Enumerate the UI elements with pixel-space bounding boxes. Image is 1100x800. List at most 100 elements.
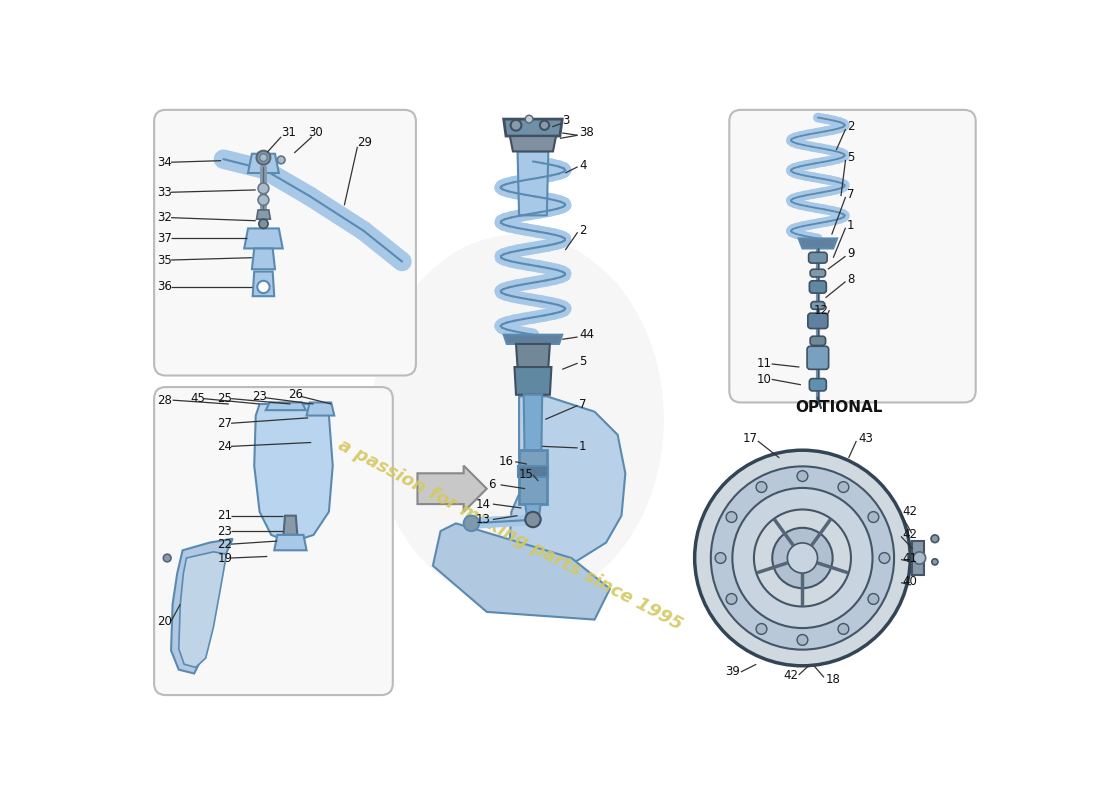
- Text: 25: 25: [218, 392, 232, 405]
- Circle shape: [510, 120, 521, 130]
- Circle shape: [788, 543, 817, 573]
- Circle shape: [913, 552, 926, 564]
- Ellipse shape: [371, 234, 663, 604]
- Polygon shape: [524, 394, 542, 450]
- FancyBboxPatch shape: [807, 313, 828, 329]
- Circle shape: [879, 553, 890, 563]
- Polygon shape: [515, 367, 551, 394]
- Circle shape: [931, 535, 938, 542]
- Polygon shape: [418, 466, 486, 512]
- Text: 11: 11: [757, 358, 771, 370]
- Circle shape: [798, 470, 807, 482]
- Text: 8: 8: [847, 273, 855, 286]
- Polygon shape: [254, 404, 332, 542]
- FancyBboxPatch shape: [810, 378, 826, 391]
- Text: 13: 13: [475, 513, 491, 526]
- Text: 23: 23: [252, 390, 267, 403]
- Text: 24: 24: [218, 440, 232, 453]
- Circle shape: [260, 154, 267, 162]
- Circle shape: [258, 183, 268, 194]
- Text: 26: 26: [288, 388, 304, 402]
- Polygon shape: [504, 119, 562, 136]
- Circle shape: [163, 554, 170, 562]
- Text: 33: 33: [157, 186, 172, 198]
- Polygon shape: [256, 210, 271, 219]
- Polygon shape: [519, 450, 547, 504]
- Polygon shape: [517, 466, 548, 477]
- Text: 44: 44: [580, 328, 594, 341]
- Circle shape: [540, 121, 549, 130]
- Text: 5: 5: [580, 355, 586, 368]
- FancyBboxPatch shape: [811, 302, 825, 310]
- Text: a passion for making parts since 1995: a passion for making parts since 1995: [334, 436, 685, 634]
- Text: 10: 10: [757, 373, 771, 386]
- Text: 45: 45: [190, 392, 206, 405]
- FancyBboxPatch shape: [154, 110, 416, 375]
- Text: 12: 12: [814, 303, 829, 317]
- Polygon shape: [433, 523, 609, 619]
- Polygon shape: [799, 238, 837, 249]
- Text: 32: 32: [157, 211, 172, 224]
- Polygon shape: [249, 154, 279, 173]
- Text: 18: 18: [825, 673, 840, 686]
- Circle shape: [726, 594, 737, 604]
- Polygon shape: [252, 249, 275, 270]
- Text: 5: 5: [847, 151, 855, 164]
- Text: 3: 3: [562, 114, 570, 127]
- Polygon shape: [253, 271, 274, 296]
- Text: 19: 19: [218, 551, 232, 565]
- Text: 30: 30: [308, 126, 323, 138]
- Text: 41: 41: [902, 551, 917, 565]
- Text: 42: 42: [902, 529, 917, 542]
- FancyBboxPatch shape: [810, 281, 826, 293]
- Text: 9: 9: [847, 247, 855, 260]
- Text: 39: 39: [726, 666, 740, 678]
- Text: 40: 40: [902, 574, 917, 587]
- Circle shape: [756, 482, 767, 493]
- Circle shape: [277, 156, 285, 164]
- Text: 6: 6: [488, 478, 496, 491]
- Polygon shape: [510, 136, 556, 151]
- Circle shape: [257, 281, 270, 293]
- Circle shape: [258, 194, 268, 206]
- Text: OPTIONAL: OPTIONAL: [794, 400, 882, 415]
- Circle shape: [258, 219, 268, 229]
- Circle shape: [733, 488, 872, 628]
- FancyBboxPatch shape: [810, 336, 825, 346]
- Text: 34: 34: [157, 156, 172, 169]
- Circle shape: [932, 558, 938, 565]
- Text: 2: 2: [847, 120, 855, 134]
- Circle shape: [772, 528, 833, 588]
- Circle shape: [798, 634, 807, 646]
- Text: 15: 15: [519, 468, 534, 482]
- Text: 37: 37: [157, 232, 172, 245]
- Text: 1: 1: [847, 219, 855, 232]
- FancyBboxPatch shape: [810, 270, 825, 277]
- FancyBboxPatch shape: [154, 387, 393, 695]
- Circle shape: [256, 150, 271, 165]
- FancyBboxPatch shape: [808, 252, 827, 263]
- Circle shape: [715, 553, 726, 563]
- Polygon shape: [172, 538, 233, 674]
- Text: 20: 20: [157, 614, 172, 628]
- Circle shape: [695, 450, 911, 666]
- FancyBboxPatch shape: [729, 110, 976, 402]
- Text: 42: 42: [902, 506, 917, 518]
- FancyBboxPatch shape: [807, 346, 828, 370]
- Text: 16: 16: [498, 455, 514, 468]
- Polygon shape: [307, 402, 334, 415]
- Text: 7: 7: [580, 398, 586, 410]
- Text: 7: 7: [847, 188, 855, 201]
- Circle shape: [868, 512, 879, 522]
- Polygon shape: [526, 504, 541, 516]
- Circle shape: [838, 482, 849, 493]
- Polygon shape: [284, 516, 297, 535]
- Text: 14: 14: [475, 498, 491, 510]
- Text: 2: 2: [580, 224, 586, 238]
- Polygon shape: [517, 151, 548, 215]
- Text: 21: 21: [218, 509, 232, 522]
- Text: 1: 1: [580, 440, 586, 453]
- Text: 4: 4: [580, 158, 586, 172]
- Circle shape: [526, 115, 534, 123]
- Text: 43: 43: [858, 432, 872, 445]
